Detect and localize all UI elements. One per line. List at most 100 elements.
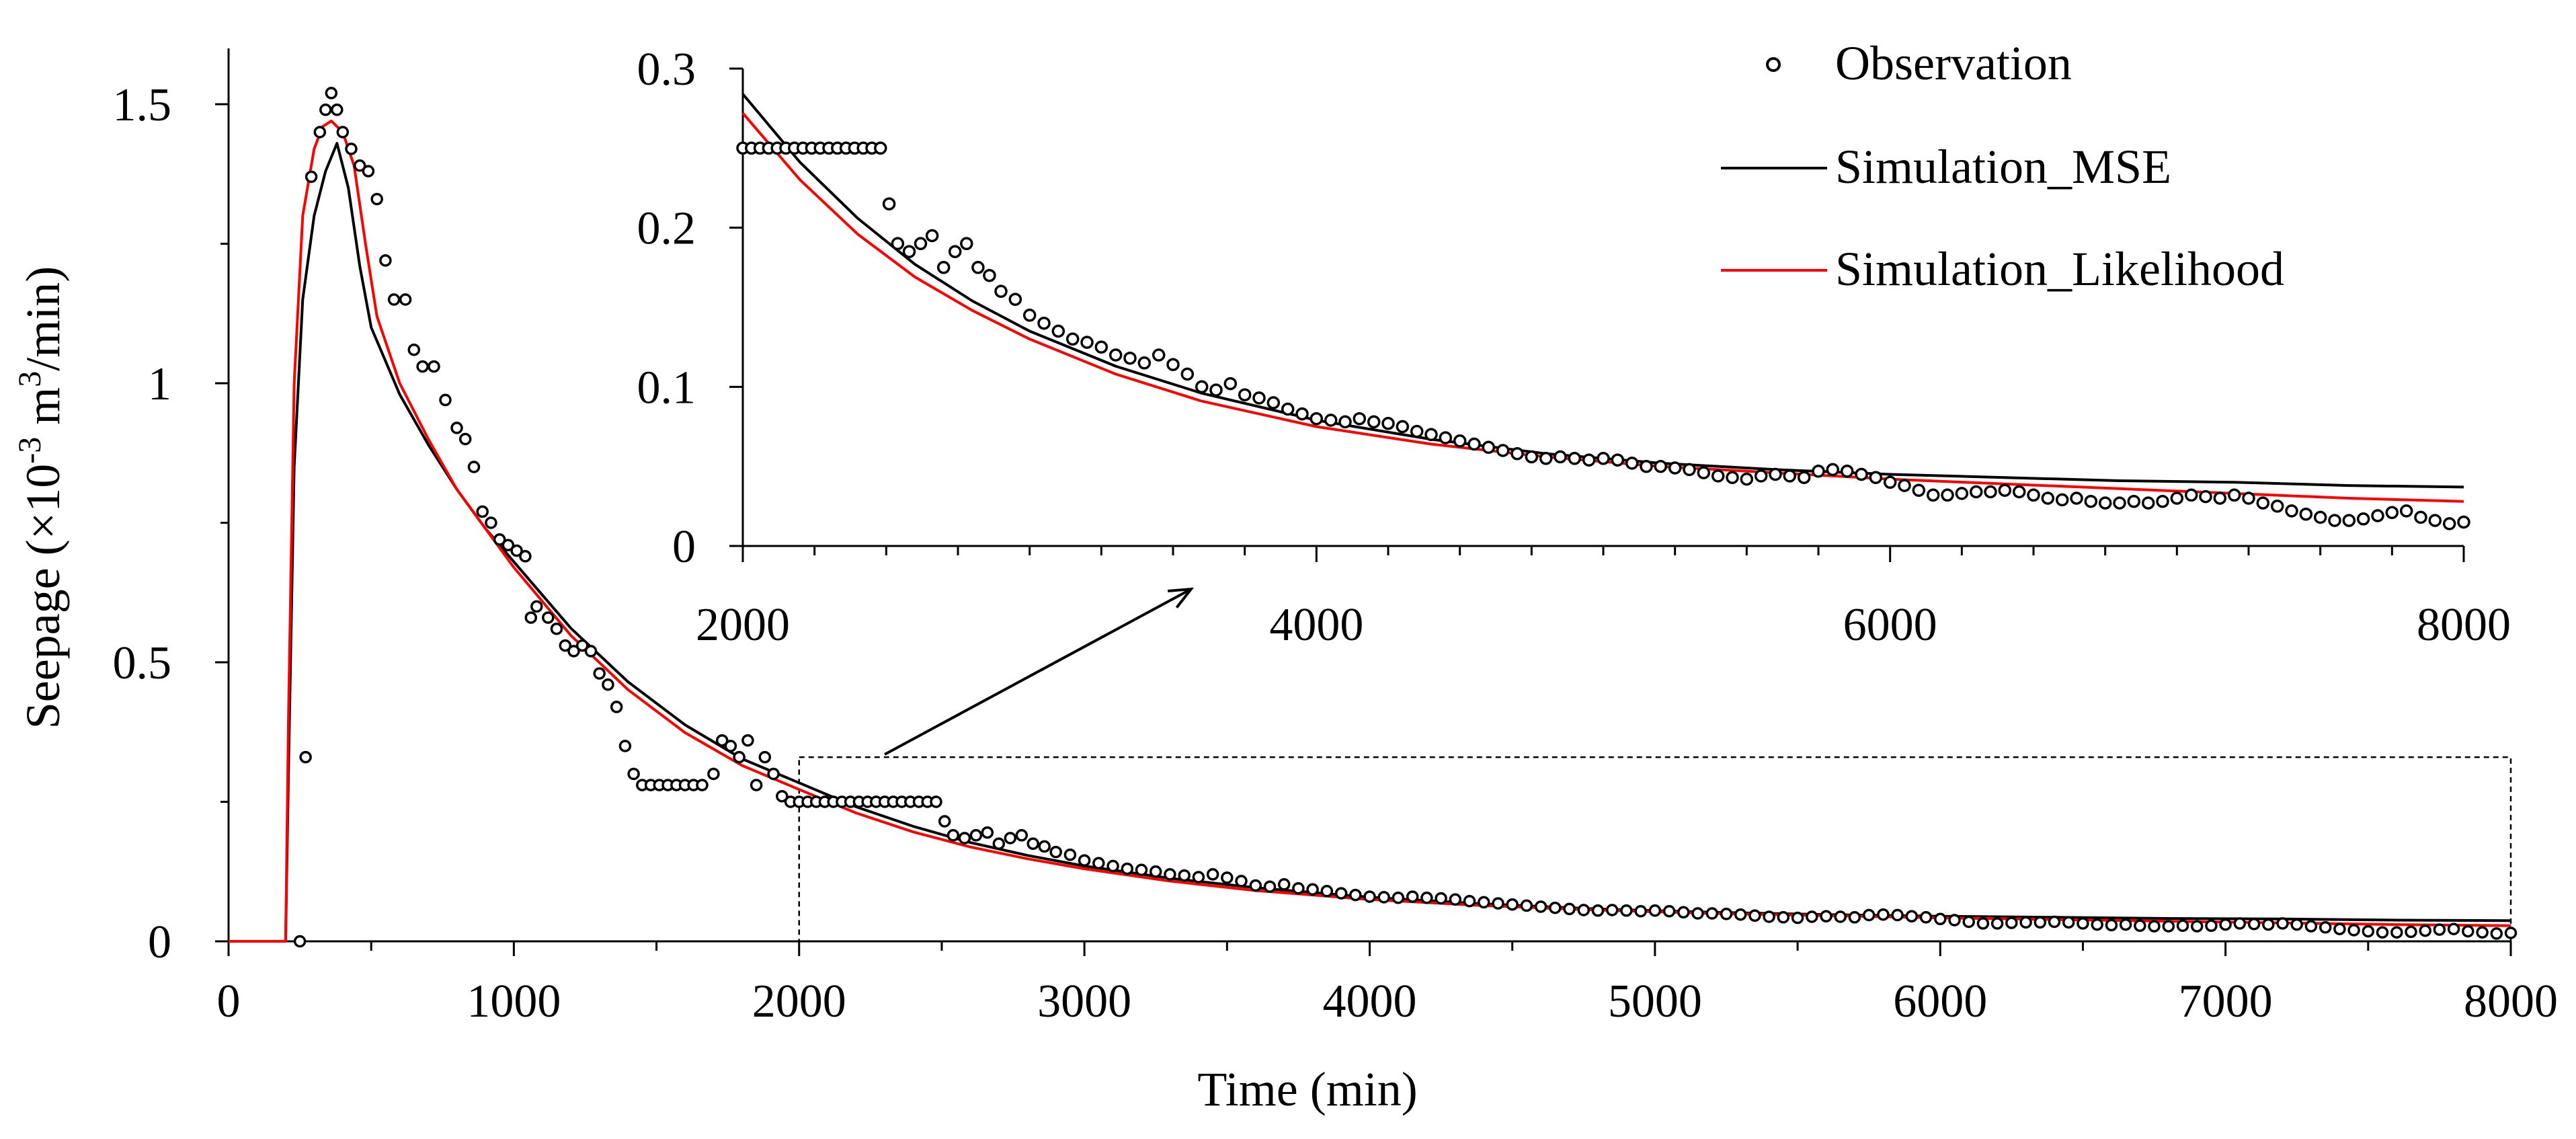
inset-observation-markers	[736, 141, 2470, 531]
main-observation-point	[1848, 911, 1861, 924]
main-observation-point	[1934, 912, 1947, 926]
main-observation-point	[1976, 917, 1990, 930]
inset-observation-point	[2070, 492, 2083, 505]
main-observation-point	[1549, 901, 1562, 914]
main-observation-point	[1078, 854, 1091, 867]
main-observation-point	[1962, 915, 1975, 929]
inset-observation-point	[1223, 377, 1238, 391]
main-observation-point	[2376, 926, 2389, 939]
main-x-tick-label: 1000	[467, 976, 561, 1027]
inset-observation-point	[2113, 496, 2126, 510]
main-observation-point	[1691, 907, 1704, 920]
main-observation-point	[353, 159, 366, 172]
main-observation-point	[1015, 829, 1029, 842]
main-observation-point	[969, 829, 983, 842]
inset-observation-point	[882, 197, 896, 210]
inset-axes: 2000 4000 6000 8000 0 0.1 0.2 0.3	[637, 44, 2511, 651]
main-observation-point	[2062, 916, 2075, 929]
main-observation-point	[2405, 925, 2417, 939]
main-observation-point	[2148, 920, 2161, 933]
main-observation-point	[1392, 892, 1405, 904]
inset-x-tick-label: 6000	[1843, 599, 1937, 651]
inset-observation-point	[960, 237, 973, 251]
main-observation-point	[2005, 916, 2018, 929]
inset-observation-point	[2457, 515, 2470, 529]
main-observation-point	[510, 544, 523, 557]
main-observation-point	[428, 360, 440, 373]
inset-observation-point	[2342, 514, 2356, 527]
inset-observation-point	[2141, 496, 2155, 510]
main-observation-point	[331, 104, 344, 116]
inset-observation-point	[2256, 496, 2270, 510]
inset-observation-point	[1582, 453, 1596, 467]
main-observation-point	[293, 935, 307, 948]
inset-observation-point	[1926, 488, 1940, 502]
main-x-tick-label: 4000	[1323, 976, 1417, 1027]
main-observation-point	[345, 143, 358, 155]
main-observation-point	[715, 734, 729, 747]
main-observation-point	[733, 750, 746, 764]
main-observation-point	[336, 126, 350, 139]
main-observation-point	[2347, 924, 2360, 937]
inset-observation-point	[1338, 415, 1352, 429]
inset-observation-point	[1568, 452, 1582, 465]
inset-observation-point	[891, 237, 905, 251]
inset-observation-point	[1353, 411, 1367, 426]
inset-observation-point	[1668, 461, 1682, 475]
inset-observation-point	[1252, 391, 1266, 405]
inset-observation-point	[2442, 517, 2456, 531]
main-observation-point	[1164, 868, 1176, 881]
main-observation-point	[550, 622, 563, 635]
main-observation-point	[1520, 899, 1533, 912]
inset-observation-point	[1740, 472, 1754, 486]
main-observation-point	[1277, 878, 1291, 891]
main-observation-point	[299, 750, 312, 764]
legend-likelihood-label: Simulation_Likelihood	[1835, 242, 2284, 296]
main-observation-point	[1435, 892, 1447, 905]
main-observation-point	[2319, 921, 2332, 934]
main-observation-point	[1049, 845, 1062, 859]
inset-observation-point	[1008, 292, 1022, 306]
main-observation-point	[2233, 917, 2247, 930]
main-observation-point	[1004, 832, 1017, 845]
main-observation-point	[2134, 919, 2146, 933]
inset-observation-point	[1037, 316, 1051, 330]
main-observation-point	[776, 789, 789, 803]
main-observation-point	[439, 393, 452, 407]
main-y-tick-label: 1	[148, 358, 171, 410]
main-observation-point	[575, 639, 589, 652]
main-observation-point	[519, 550, 532, 563]
main-observation-point	[1662, 904, 1676, 918]
zoom-arrow-line	[884, 590, 1190, 756]
main-observation-point	[1292, 881, 1305, 895]
inset-observation-point	[936, 261, 951, 274]
main-observation-point	[981, 826, 994, 839]
main-observation-point	[1734, 908, 1747, 921]
main-x-tick-label: 2000	[752, 976, 846, 1027]
inset-observation-point	[1597, 452, 1610, 465]
main-observation-point	[2048, 915, 2061, 929]
inset-observation-point	[1797, 471, 1811, 484]
inset-observation-point	[1941, 488, 1954, 502]
inset-observation-point	[2242, 492, 2255, 505]
main-observation-point	[1135, 863, 1148, 877]
inset-observation-point	[2084, 494, 2098, 508]
main-observation-point	[947, 829, 960, 842]
main-observation-point	[627, 767, 640, 781]
main-observation-point	[618, 740, 632, 752]
inset-observation-point	[902, 245, 916, 258]
main-observation-point	[1206, 868, 1219, 881]
main-observation-point	[1106, 859, 1119, 873]
main-observation-point	[696, 779, 709, 791]
main-x-tick-label: 6000	[1893, 976, 1987, 1027]
main-observation-point	[1363, 890, 1376, 903]
main-observation-point	[2476, 926, 2489, 939]
main-observation-point	[370, 192, 383, 206]
inset-observation-point	[994, 284, 1008, 299]
inset-observation-point	[1898, 479, 1911, 492]
inset-observation-point	[914, 237, 928, 251]
main-x-tick-label: 0	[217, 976, 241, 1027]
inset-observation-point	[1496, 444, 1510, 457]
inset-observation-point	[1869, 471, 1883, 484]
main-observation-point	[2490, 927, 2503, 940]
